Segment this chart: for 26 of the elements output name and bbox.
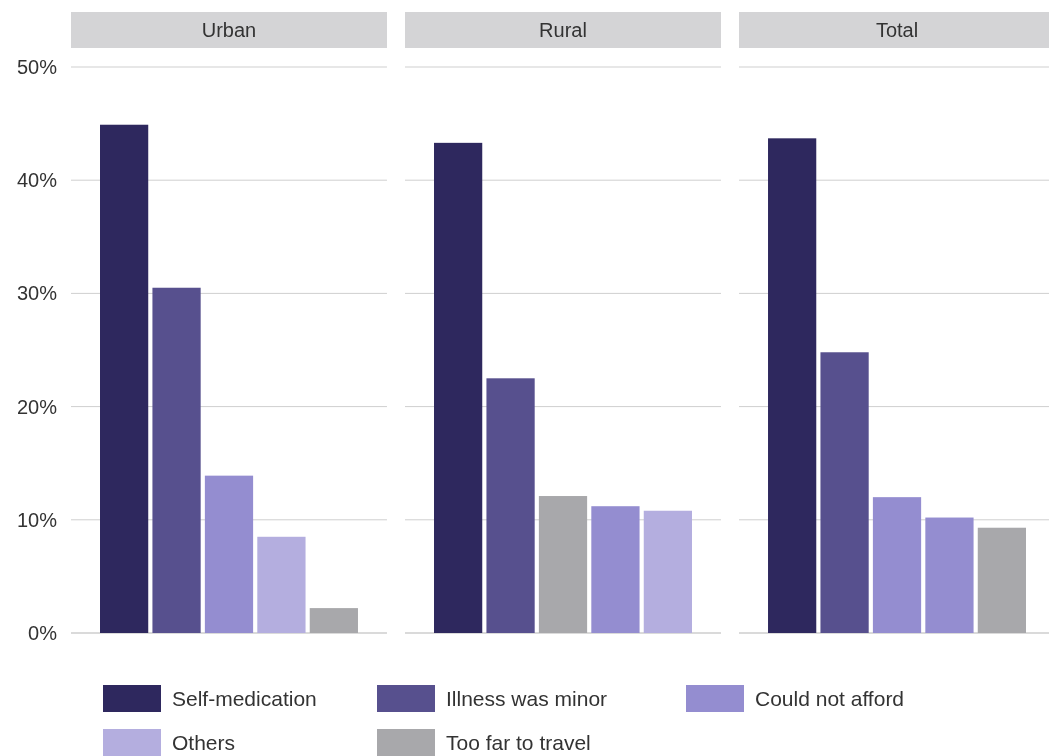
bar <box>309 608 358 633</box>
bar <box>204 475 254 633</box>
x-tick-label: Total <box>875 19 919 41</box>
legend-label: Others <box>172 731 236 754</box>
x-tick-label: Rural <box>539 19 587 41</box>
y-tick-label: 10% <box>16 508 58 531</box>
legend-label: Too far to travel <box>446 731 591 754</box>
legend-label: Self-medication <box>172 687 317 710</box>
y-tick-label: 50% <box>16 55 58 78</box>
bar <box>538 496 588 633</box>
bar <box>977 527 1026 633</box>
bar <box>434 142 483 633</box>
legend-label: Illness was minor <box>446 687 608 710</box>
y-tick-label: 20% <box>16 395 58 418</box>
x-tick-label: Urban <box>201 19 257 41</box>
bar <box>257 536 306 633</box>
y-tick-label: 0% <box>28 621 58 644</box>
bar <box>152 287 201 633</box>
y-tick-label: 40% <box>16 169 58 192</box>
bar <box>820 352 869 633</box>
bar <box>100 124 149 633</box>
bar <box>486 378 535 633</box>
bar <box>768 138 817 633</box>
y-tick-label: 30% <box>16 282 58 305</box>
legend-label: Could not afford <box>755 687 905 710</box>
bar <box>872 497 922 633</box>
